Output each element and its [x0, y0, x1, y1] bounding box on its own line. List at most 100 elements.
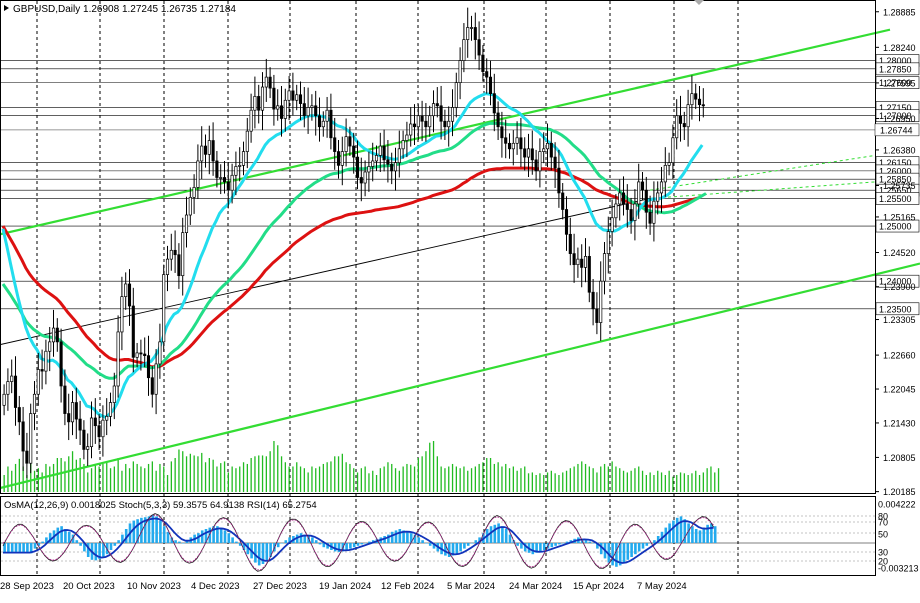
volume-bar [18, 458, 20, 492]
volume-bar [49, 466, 51, 492]
bear-candle [439, 105, 443, 122]
bull-candle [542, 148, 546, 152]
bull-candle [44, 350, 48, 372]
osma-bar [60, 526, 63, 543]
osma-bar [432, 543, 436, 549]
osma-bar [349, 543, 352, 549]
volume-bar [269, 451, 271, 492]
osma-bar [611, 543, 614, 566]
bull-candle [6, 381, 10, 395]
bear-candle [553, 156, 557, 169]
bull-candle [48, 341, 52, 352]
indicator-axis-label: 50 [878, 530, 888, 540]
volume-bar [132, 461, 134, 492]
bear-candle [268, 76, 272, 89]
osma-bar [523, 543, 527, 552]
osma-bar [641, 543, 645, 549]
bull-candle [637, 181, 641, 205]
volume-bar [676, 475, 678, 492]
osma-bar [71, 534, 75, 543]
time-label: 27 Dec 2023 [253, 581, 307, 592]
volume-bar [353, 468, 355, 492]
volume-bar [30, 463, 32, 492]
osma-bar [98, 543, 101, 560]
ma-mid-line [1, 121, 707, 380]
osma-bar [409, 533, 413, 543]
bull-candle [538, 151, 542, 172]
volume-bar [220, 463, 222, 492]
bear-candle [678, 115, 683, 124]
bull-candle [340, 151, 344, 166]
bull-candle [363, 171, 367, 184]
bull-candle [690, 93, 694, 106]
bear-candle [211, 140, 215, 162]
volume-bar [543, 475, 545, 492]
osma-bar [497, 523, 500, 543]
osma-bar [626, 543, 630, 560]
indicator-panel [1, 513, 875, 572]
bear-candle [621, 192, 626, 205]
bear-candle [314, 105, 318, 117]
osma-bar [178, 541, 181, 543]
bear-candle [561, 192, 565, 210]
bull-candle [405, 134, 409, 141]
stoch-signal-line [2, 514, 714, 571]
bear-candle [572, 253, 576, 266]
volume-bar [375, 475, 378, 492]
osma-bar [493, 524, 497, 543]
bull-candle [545, 142, 550, 150]
osma-bar [390, 531, 394, 543]
osma-bar [29, 543, 33, 554]
volume-bar [467, 470, 469, 492]
channel-line [0, 262, 920, 490]
volume-bar [102, 463, 104, 492]
bull-candle [321, 120, 325, 128]
bull-candle [51, 327, 56, 343]
bear-candle [382, 145, 386, 161]
volume-bar [432, 441, 435, 492]
volume-bar [413, 466, 416, 492]
volume-bar [41, 472, 43, 492]
volume-bar [611, 461, 613, 492]
bear-candle [150, 377, 154, 395]
bear-candle [67, 413, 71, 423]
osma-bar [508, 534, 512, 543]
osma-bar [140, 517, 143, 543]
bull-candle [116, 331, 120, 387]
osma-bar [364, 543, 367, 544]
chart-shift-icon[interactable] [694, 0, 704, 5]
osma-bar [402, 530, 405, 543]
bull-candle [295, 94, 299, 101]
volume-bar [372, 470, 374, 492]
volume-bar [531, 472, 533, 492]
level-price-label: 1.24000 [879, 277, 912, 287]
volume-bar [406, 463, 408, 492]
horizontal-levels[interactable] [1, 60, 875, 310]
bear-candle [359, 177, 363, 184]
volume-bar [660, 472, 663, 492]
bull-candle [652, 200, 656, 224]
bull-candle [108, 402, 113, 417]
time-label: 5 Mar 2024 [447, 581, 495, 592]
osma-bar [653, 540, 656, 543]
bear-candle [55, 327, 59, 343]
osma-bar [702, 527, 706, 543]
symbol-arrow-icon [4, 5, 9, 11]
volume-bar [603, 463, 606, 492]
osma-bar [231, 537, 234, 543]
level-price-box [875, 192, 920, 205]
bear-candle [59, 341, 63, 387]
osma-bar [132, 520, 136, 543]
bull-candle [416, 115, 420, 128]
bear-candle [500, 126, 504, 139]
volume-bar [182, 451, 184, 492]
osma-bar [444, 543, 447, 556]
level-price-label: 1.27150 [879, 103, 912, 113]
osma-bar [451, 543, 455, 556]
indicator-axis-label: 20 [878, 557, 888, 567]
level-price-label: 1.25000 [879, 222, 912, 232]
volume-bar [387, 462, 389, 492]
